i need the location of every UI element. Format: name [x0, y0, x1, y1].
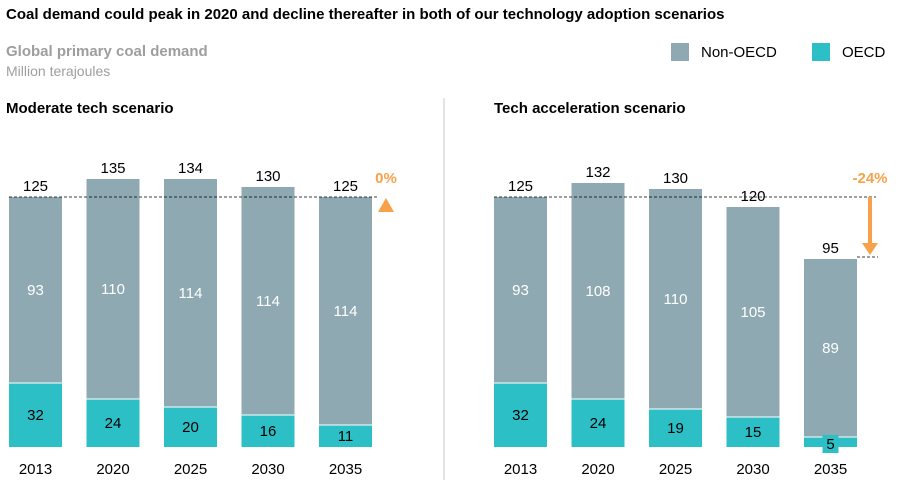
x-tick-acceleration-2013: 2013 — [504, 461, 537, 478]
legend-label-non-oecd: Non-OECD — [701, 43, 777, 61]
x-tick-acceleration-2035: 2035 — [814, 461, 847, 478]
bar-non-oecd-moderate-2035 — [319, 197, 372, 425]
legend-item-oecd: OECD — [812, 43, 885, 61]
bar-non-oecd-moderate-2030 — [241, 187, 295, 415]
label-oecd-acceleration-2013: 32 — [512, 407, 529, 424]
total-label-acceleration-2035: 95 — [822, 240, 839, 257]
label-non-oecd-acceleration-2013: 93 — [512, 282, 529, 299]
change-arrow-down-icon — [862, 243, 878, 255]
label-non-oecd-acceleration-2030: 105 — [740, 304, 765, 321]
bar-oecd-acceleration-2025 — [649, 409, 702, 447]
bar-non-oecd-moderate-2020 — [86, 179, 140, 399]
legend-label-oecd: OECD — [842, 43, 886, 61]
x-tick-acceleration-2025: 2025 — [659, 461, 692, 478]
bar-oecd-moderate-2025 — [164, 407, 217, 447]
label-oecd-acceleration-2025: 19 — [667, 420, 684, 437]
bar-oecd-acceleration-2013 — [494, 383, 547, 447]
bar-non-oecd-moderate-2025 — [164, 179, 217, 407]
bar-oecd-moderate-2035 — [319, 425, 372, 447]
total-label-moderate-2020: 135 — [100, 160, 125, 177]
label-oecd-moderate-2025: 20 — [182, 419, 199, 436]
label-oecd-moderate-2020: 24 — [105, 415, 122, 432]
total-label-moderate-2013: 125 — [23, 178, 48, 195]
bar-non-oecd-acceleration-2025 — [649, 189, 702, 409]
x-tick-moderate-2013: 2013 — [19, 461, 52, 478]
label-oecd-moderate-2030: 16 — [260, 423, 277, 440]
total-label-moderate-2035: 125 — [333, 178, 358, 195]
bar-oecd-moderate-2020 — [86, 399, 140, 447]
label-non-oecd-moderate-2013: 93 — [27, 282, 44, 299]
label-oecd-acceleration-2035: 5 — [826, 436, 834, 453]
small-label-box — [822, 435, 839, 453]
label-non-oecd-moderate-2025: 114 — [179, 285, 203, 302]
bar-oecd-moderate-2013 — [9, 383, 62, 447]
bar-non-oecd-acceleration-2035 — [804, 259, 857, 437]
change-arrow-up-icon — [378, 198, 394, 212]
bar-non-oecd-acceleration-2020 — [571, 183, 625, 399]
legend-swatch-oecd — [812, 43, 830, 61]
label-oecd-acceleration-2020: 24 — [590, 415, 607, 432]
label-oecd-acceleration-2030: 15 — [745, 424, 762, 441]
chart-subtitle: Global primary coal demand — [6, 43, 208, 60]
total-label-acceleration-2030: 120 — [740, 188, 765, 205]
bar-oecd-moderate-2030 — [241, 415, 295, 447]
legend-item-non-oecd: Non-OECD — [671, 43, 777, 61]
total-label-moderate-2030: 130 — [255, 168, 280, 185]
x-tick-acceleration-2030: 2030 — [736, 461, 769, 478]
x-tick-moderate-2035: 2035 — [329, 461, 362, 478]
label-non-oecd-acceleration-2025: 110 — [664, 291, 688, 308]
bar-non-oecd-moderate-2013 — [9, 197, 62, 383]
change-label-acceleration: -24% — [852, 170, 887, 187]
chart-title: Coal demand could peak in 2020 and decli… — [6, 6, 725, 23]
x-tick-moderate-2030: 2030 — [251, 461, 284, 478]
total-label-acceleration-2020: 132 — [585, 164, 610, 181]
bar-oecd-acceleration-2030 — [726, 417, 780, 447]
total-label-moderate-2025: 134 — [178, 160, 203, 177]
change-label-moderate: 0% — [375, 170, 397, 187]
legend-swatch-non-oecd — [671, 43, 689, 61]
x-tick-moderate-2020: 2020 — [96, 461, 129, 478]
label-oecd-moderate-2013: 32 — [27, 407, 44, 424]
label-oecd-moderate-2035: 11 — [338, 428, 354, 445]
total-label-acceleration-2025: 130 — [663, 170, 688, 187]
label-non-oecd-acceleration-2035: 89 — [822, 340, 839, 357]
bar-non-oecd-acceleration-2030 — [726, 207, 780, 417]
label-non-oecd-moderate-2020: 110 — [101, 281, 125, 298]
label-non-oecd-moderate-2030: 114 — [256, 293, 280, 310]
label-non-oecd-acceleration-2020: 108 — [585, 283, 610, 300]
panel-title-acceleration: Tech acceleration scenario — [494, 100, 686, 117]
panel-title-moderate: Moderate tech scenario — [6, 100, 174, 117]
x-tick-acceleration-2020: 2020 — [581, 461, 614, 478]
x-tick-moderate-2025: 2025 — [174, 461, 207, 478]
label-non-oecd-moderate-2035: 114 — [334, 303, 358, 320]
bar-oecd-acceleration-2020 — [571, 399, 625, 447]
bar-non-oecd-acceleration-2013 — [494, 197, 547, 383]
units-label: Million terajoules — [6, 63, 111, 79]
total-label-acceleration-2013: 125 — [508, 178, 533, 195]
